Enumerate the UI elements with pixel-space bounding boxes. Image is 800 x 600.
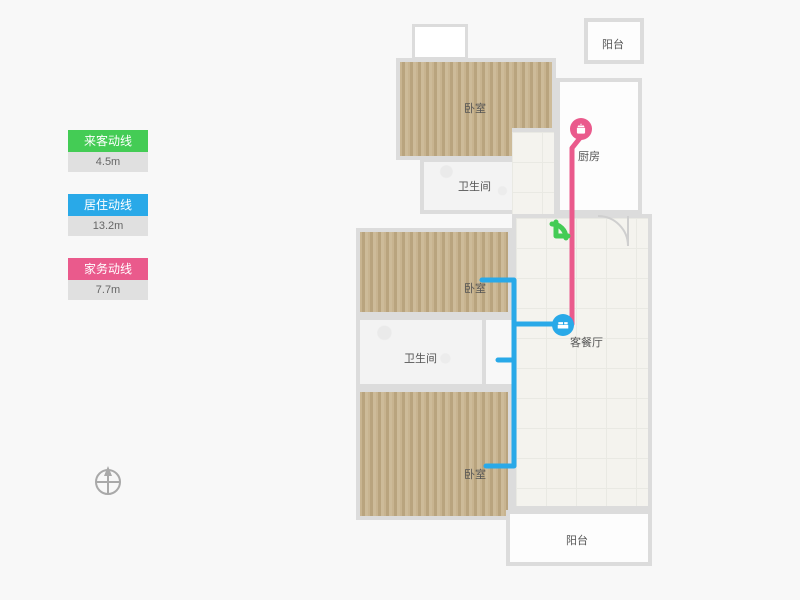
legend: 来客动线 4.5m 居住动线 13.2m 家务动线 7.7m: [68, 130, 148, 322]
balcony-bottom-label: 阳台: [566, 532, 588, 548]
legend-item-chore: 家务动线 7.7m: [68, 258, 148, 300]
bedroom-2-label: 卧室: [464, 280, 486, 296]
legend-title-living: 居住动线: [68, 194, 148, 216]
legend-value-guest: 4.5m: [68, 152, 148, 172]
living-room: [512, 214, 652, 510]
bedroom-2: [356, 228, 512, 316]
bedroom-3: [356, 388, 512, 520]
bathroom-2-label: 卫生间: [404, 350, 437, 366]
bedroom-3-label: 卧室: [464, 466, 486, 482]
legend-title-chore: 家务动线: [68, 258, 148, 280]
bedroom-1-label: 卧室: [464, 100, 486, 116]
kitchen: [556, 78, 642, 214]
kitchen-node-icon: [570, 118, 592, 140]
legend-title-guest: 来客动线: [68, 130, 148, 152]
living-room-label: 客餐厅: [570, 334, 603, 350]
legend-value-living: 13.2m: [68, 216, 148, 236]
floorplan: 阳台 卧室 厨房 卫生间 卧室 卫生间 卧室 客餐厅 阳台: [356, 18, 666, 582]
compass-icon: [90, 462, 126, 498]
legend-value-chore: 7.7m: [68, 280, 148, 300]
bath2-wall: [482, 316, 516, 388]
balcony-top-label: 阳台: [602, 36, 624, 52]
legend-item-living: 居住动线 13.2m: [68, 194, 148, 236]
corridor: [512, 128, 558, 218]
kitchen-label: 厨房: [578, 148, 600, 164]
legend-item-guest: 来客动线 4.5m: [68, 130, 148, 172]
living-node-icon: [552, 314, 574, 336]
bathroom-1-label: 卫生间: [458, 178, 491, 194]
balcony-top-left: [412, 24, 468, 60]
